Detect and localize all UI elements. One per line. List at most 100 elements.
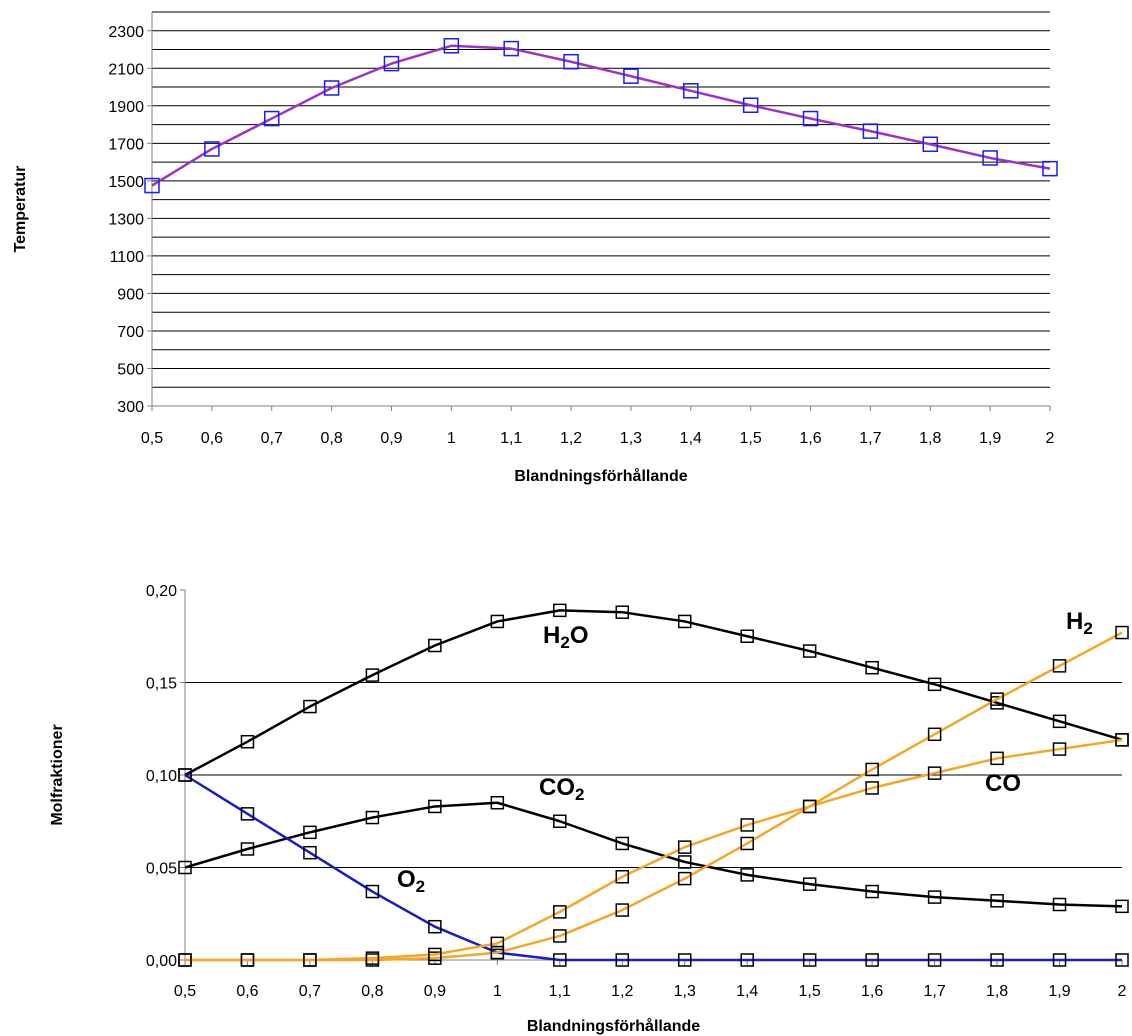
series-line <box>151 44 1051 187</box>
x-tick-label: 0,9 <box>380 430 402 447</box>
data-point <box>677 871 692 886</box>
data-point <box>927 766 942 780</box>
x-tick-label: 1,9 <box>979 430 1001 447</box>
data-point <box>990 692 1004 706</box>
x-tick-label: 0,6 <box>201 430 223 447</box>
series-line <box>185 738 1123 962</box>
series-label: CO <box>985 770 1021 797</box>
data-point <box>615 605 630 619</box>
x-tick-label: 0,8 <box>320 430 342 447</box>
y-tick-label: 0,15 <box>146 676 177 693</box>
series-line <box>185 631 1123 962</box>
series-line <box>184 801 1123 908</box>
data-point <box>1115 899 1129 914</box>
data-point <box>865 762 879 777</box>
data-point <box>802 877 817 891</box>
series-label: H2 <box>1066 608 1093 638</box>
series-label: CO2 <box>539 774 584 804</box>
x-tick-label: 1 <box>447 430 456 447</box>
data-point <box>428 638 442 653</box>
data-point <box>802 110 819 127</box>
data-point <box>240 953 255 967</box>
x-tick-label: 0,7 <box>261 430 283 447</box>
x-tick-label: 2 <box>1046 430 1055 447</box>
data-point <box>740 953 754 967</box>
data-point <box>1052 714 1067 729</box>
y-tick-label: 2100 <box>108 61 144 78</box>
series-label: H2O <box>543 622 588 652</box>
data-point <box>1052 659 1067 673</box>
y-tick-label: 900 <box>117 286 144 303</box>
y-tick-label: 1700 <box>108 136 144 153</box>
y-axis-title: Molfraktioner <box>49 724 66 825</box>
data-point <box>490 614 505 629</box>
data-point <box>443 38 460 54</box>
data-point <box>865 660 879 675</box>
data-point <box>802 953 817 967</box>
x-tick-label: 1,1 <box>500 430 522 447</box>
data-point <box>865 953 879 967</box>
data-point <box>740 836 754 851</box>
y-tick-label: 2300 <box>108 24 144 41</box>
data-point <box>428 947 442 962</box>
data-point <box>263 110 280 127</box>
x-tick-label: 1,6 <box>861 983 883 1000</box>
x-tick-label: 1,7 <box>923 983 945 1000</box>
data-point <box>1042 160 1058 177</box>
series-line <box>184 773 1122 962</box>
data-point <box>990 894 1004 908</box>
data-point <box>204 141 220 157</box>
y-tick-label: 0,05 <box>146 861 177 878</box>
data-point <box>365 810 380 825</box>
data-point <box>615 953 630 967</box>
data-point <box>615 903 630 917</box>
data-point <box>1115 953 1129 967</box>
series-5: CO <box>178 733 1129 967</box>
data-point <box>178 860 192 875</box>
data-point <box>740 818 754 832</box>
data-point <box>178 953 192 967</box>
data-point <box>623 68 639 84</box>
series-1: H2O <box>178 603 1129 782</box>
series-2: CO2 <box>178 774 1129 914</box>
x-tick-label: 1,5 <box>799 983 821 1000</box>
data-point <box>240 842 255 856</box>
y-tick-label: 1100 <box>110 249 145 266</box>
data-point <box>1052 742 1067 756</box>
x-tick-label: 1,3 <box>620 430 642 447</box>
y-tick-label: 1300 <box>108 211 144 228</box>
data-point <box>553 603 567 618</box>
x-tick-label: 1,5 <box>740 430 762 447</box>
chart-1: 300 500 700 900 1100 1300 1500 1700 1900 2100 2300… <box>12 11 1058 485</box>
x-tick-label: 1,6 <box>799 430 821 447</box>
data-point <box>383 55 400 72</box>
x-tick-label: 0,7 <box>299 983 321 1000</box>
data-point <box>553 929 567 943</box>
data-point <box>144 177 160 194</box>
x-tick-label: 0,8 <box>361 983 383 1000</box>
data-point <box>862 123 879 139</box>
data-point <box>303 699 317 714</box>
x-tick-label: 1,3 <box>674 983 696 1000</box>
data-point <box>927 890 942 904</box>
data-point <box>553 953 567 967</box>
data-point <box>490 796 505 810</box>
data-point <box>365 884 380 899</box>
data-point <box>240 734 255 749</box>
data-point <box>865 884 879 899</box>
data-point <box>982 150 998 166</box>
x-tick-label: 1,8 <box>919 430 941 447</box>
data-point <box>1115 733 1129 747</box>
data-point <box>677 855 692 869</box>
data-point <box>802 644 817 658</box>
x-axis-title: Blandningsförhållande <box>514 467 687 485</box>
data-point <box>365 951 380 965</box>
data-point <box>742 97 759 113</box>
data-point <box>922 136 939 153</box>
data-point <box>553 814 567 828</box>
data-point <box>303 845 317 860</box>
data-point <box>677 614 692 629</box>
data-point <box>563 53 579 70</box>
series-label: O2 <box>397 866 425 896</box>
data-point <box>553 905 567 919</box>
